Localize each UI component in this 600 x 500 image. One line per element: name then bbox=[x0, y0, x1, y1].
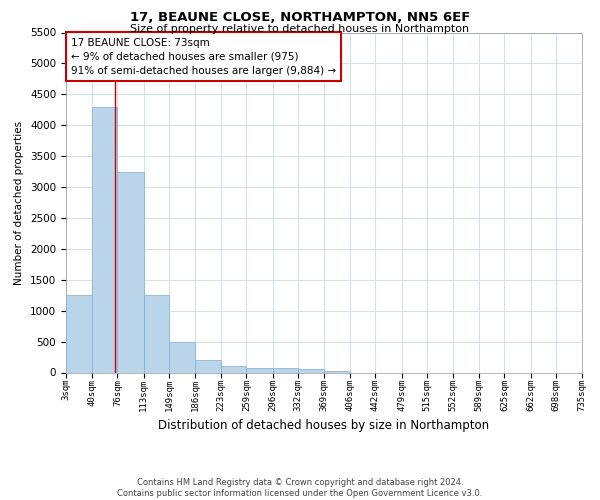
Bar bbox=[221, 366, 247, 372]
Bar bbox=[143, 295, 169, 372]
Bar bbox=[195, 360, 221, 372]
Bar bbox=[272, 368, 298, 372]
Bar bbox=[169, 342, 195, 372]
X-axis label: Distribution of detached houses by size in Northampton: Distribution of detached houses by size … bbox=[158, 420, 490, 432]
Bar bbox=[324, 370, 350, 372]
Bar bbox=[66, 295, 92, 372]
Text: Contains HM Land Registry data © Crown copyright and database right 2024.
Contai: Contains HM Land Registry data © Crown c… bbox=[118, 478, 482, 498]
Text: 17, BEAUNE CLOSE, NORTHAMPTON, NN5 6EF: 17, BEAUNE CLOSE, NORTHAMPTON, NN5 6EF bbox=[130, 11, 470, 24]
Text: 17 BEAUNE CLOSE: 73sqm
← 9% of detached houses are smaller (975)
91% of semi-det: 17 BEAUNE CLOSE: 73sqm ← 9% of detached … bbox=[71, 38, 336, 76]
Y-axis label: Number of detached properties: Number of detached properties bbox=[14, 120, 25, 284]
Text: Size of property relative to detached houses in Northampton: Size of property relative to detached ho… bbox=[130, 24, 470, 34]
Bar bbox=[247, 368, 272, 372]
Bar bbox=[298, 370, 324, 372]
Bar bbox=[118, 172, 143, 372]
Bar bbox=[92, 106, 118, 372]
